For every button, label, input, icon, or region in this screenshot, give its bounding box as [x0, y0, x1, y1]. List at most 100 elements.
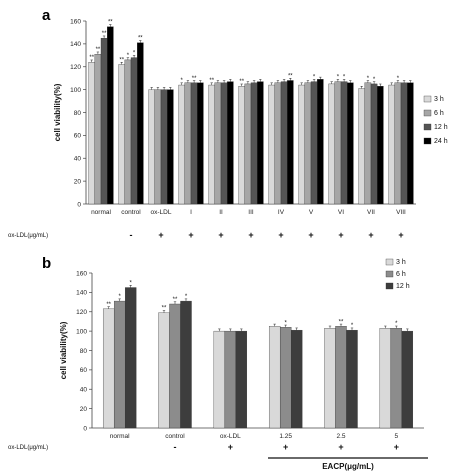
bar — [227, 81, 234, 205]
treatment-sign: + — [248, 230, 253, 240]
significance-star: * — [373, 77, 376, 83]
bar — [213, 330, 226, 429]
treatment-sign: + — [158, 230, 163, 240]
bar — [370, 83, 378, 205]
y-tick-label: 20 — [74, 178, 82, 185]
bar — [180, 300, 192, 429]
x-tick-label: control — [165, 433, 185, 440]
bar — [167, 89, 174, 205]
bar — [124, 287, 137, 429]
bar — [224, 330, 237, 429]
treatment-sign: + — [308, 230, 313, 240]
legend-label: 6 h — [434, 110, 444, 117]
bar — [400, 82, 408, 205]
treatment-sign: + — [283, 442, 288, 452]
bar — [214, 82, 222, 205]
y-axis-label: cell viability(%) — [59, 321, 68, 379]
bar — [394, 82, 402, 205]
significance-star: ** — [138, 36, 143, 42]
panel-b-letter: b — [42, 255, 51, 272]
bar — [280, 81, 288, 205]
bar — [88, 61, 95, 205]
y-tick-label: 40 — [74, 156, 82, 163]
significance-star: * — [181, 78, 184, 84]
bar — [310, 81, 318, 205]
x-tick-label: VII — [367, 209, 375, 216]
bar — [274, 82, 282, 205]
bar — [358, 88, 365, 205]
significance-star: * — [129, 281, 132, 287]
bar — [346, 329, 358, 429]
significance-star: * — [343, 75, 346, 81]
treatment-sign: + — [394, 442, 399, 452]
treatment-sign: + — [338, 230, 343, 240]
bar — [298, 84, 305, 205]
bar — [364, 82, 372, 205]
significance-star: * — [395, 321, 398, 327]
x-tick-label: ox-LDL — [151, 209, 172, 216]
significance-star: * — [284, 320, 287, 326]
y-tick-label: 140 — [76, 290, 87, 297]
significance-star: ** — [102, 31, 107, 37]
significance-star: ** — [108, 20, 113, 26]
bar — [158, 312, 170, 429]
y-tick-label: 120 — [70, 64, 81, 71]
treatment-sign: + — [398, 230, 403, 240]
legend-swatch — [385, 282, 394, 290]
significance-star: * — [127, 53, 130, 59]
y-tick-label: 160 — [76, 270, 87, 277]
significance-star: ** — [192, 76, 197, 82]
y-tick-label: 80 — [74, 110, 82, 117]
significance-star: * — [337, 75, 340, 81]
treatment-row-label: ox-LDL(μg/mL) — [8, 233, 48, 239]
bar — [377, 86, 384, 205]
significance-star: ** — [162, 306, 167, 312]
y-tick-label: 0 — [83, 425, 87, 432]
bar — [279, 327, 292, 429]
y-tick-label: 100 — [76, 328, 87, 335]
legend-label: 24 h — [434, 138, 448, 145]
treatment-sign: + — [218, 230, 223, 240]
legend-swatch — [385, 258, 394, 266]
bar — [100, 37, 108, 205]
bar — [244, 83, 252, 205]
bar — [178, 84, 185, 205]
y-tick-label: 0 — [77, 201, 81, 208]
legend-label: 6 h — [396, 271, 406, 278]
significance-star: * — [367, 76, 370, 82]
bar — [379, 328, 392, 429]
significance-star: ** — [106, 302, 111, 308]
legend-swatch — [385, 270, 394, 278]
x-tick-label: I — [190, 209, 192, 216]
bar — [154, 89, 162, 205]
x-tick-label: III — [248, 209, 254, 216]
significance-star: ** — [119, 57, 124, 63]
treatment-sign: - — [174, 442, 177, 452]
bar — [304, 82, 312, 205]
x-tick-label: 2.5 — [336, 433, 345, 440]
y-axis-label: cell viability(%) — [53, 83, 62, 141]
bar — [94, 53, 102, 205]
significance-star: ** — [96, 47, 101, 53]
significance-star: * — [133, 51, 136, 57]
significance-star: ** — [339, 319, 344, 325]
x-tick-label: ox-LDL — [220, 433, 241, 440]
y-tick-label: 140 — [70, 41, 81, 48]
bar — [238, 86, 245, 205]
bar — [324, 328, 336, 429]
x-tick-label: VIII — [396, 209, 406, 216]
significance-star: * — [351, 323, 354, 329]
significance-star: ** — [288, 73, 293, 79]
significance-star: * — [118, 294, 121, 300]
treatment-sign: + — [278, 230, 283, 240]
bar — [169, 303, 181, 429]
bar — [107, 26, 114, 205]
panel-a-letter: a — [42, 7, 51, 24]
x-tick-label: 1.25 — [279, 433, 292, 440]
x-tick-label: normal — [110, 433, 130, 440]
bar — [407, 82, 414, 205]
significance-star: ** — [209, 78, 214, 84]
y-tick-label: 120 — [76, 309, 87, 316]
